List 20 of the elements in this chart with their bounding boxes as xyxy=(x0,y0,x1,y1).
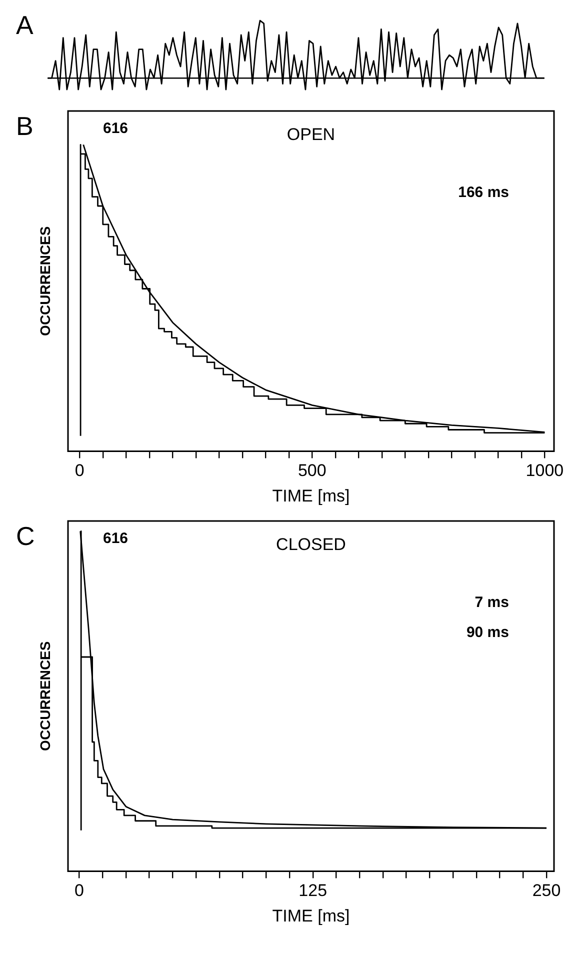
chart-title: A xyxy=(16,10,34,41)
annotation: 7 ms xyxy=(474,594,509,612)
annotation: 166 ms xyxy=(458,184,509,202)
chart-title: B xyxy=(16,111,34,142)
x-tick-label: 0 xyxy=(74,881,84,900)
chart-subtitle: OPEN xyxy=(286,125,336,144)
chart-title: C xyxy=(16,521,35,552)
x-tick-label: 1000 xyxy=(526,461,564,480)
text: 616 xyxy=(103,120,128,138)
x-axis-title: TIME [ms] xyxy=(272,906,350,926)
y-axis-title: OCCURRENCES xyxy=(36,641,53,751)
x-tick-label: 0 xyxy=(74,461,84,480)
x-tick-label: 250 xyxy=(532,881,561,900)
x-tick-label: 125 xyxy=(298,881,328,900)
annotation: 90 ms xyxy=(466,624,509,642)
y-axis-title: OCCURRENCES xyxy=(36,226,53,336)
annotation: 616 xyxy=(103,530,128,548)
chart-subtitle: CLOSED xyxy=(276,535,346,554)
x-tick-label: 500 xyxy=(298,461,326,480)
x-axis-title: TIME [ms] xyxy=(272,486,350,506)
